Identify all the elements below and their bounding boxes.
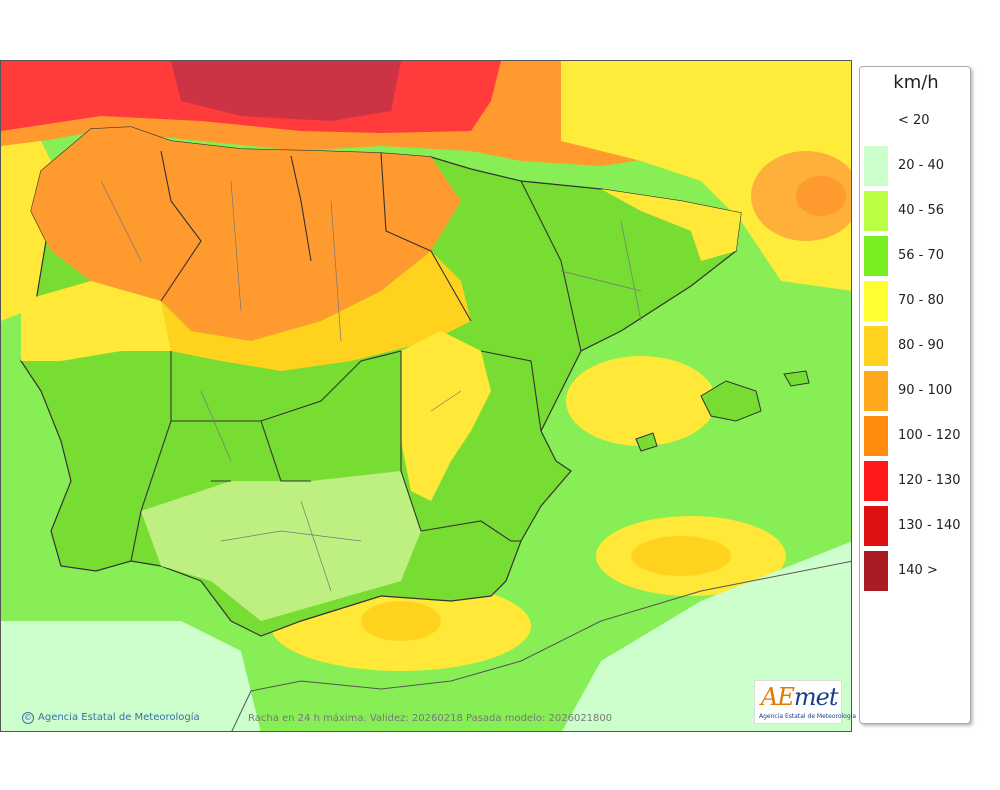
north-africa-coast — [231, 560, 851, 731]
menorca-island — [783, 370, 810, 387]
map-canvas — [1, 61, 851, 731]
legend-row: 130 - 140 — [864, 506, 970, 546]
legend-swatch — [864, 101, 888, 141]
legend-row: 90 - 100 — [864, 371, 970, 411]
legend-swatch — [864, 191, 888, 231]
legend-swatch — [864, 146, 888, 186]
credit-text: Agencia Estatal de Meteorología — [38, 712, 200, 723]
south-interior-calm — [141, 471, 421, 621]
legend-row: 100 - 120 — [864, 416, 970, 456]
aemet-logo: AEmet Agencia Estatal de Meteorología — [754, 680, 856, 724]
legend-row: < 20 — [864, 101, 970, 141]
province-boundaries — [100, 180, 642, 592]
legend-swatch — [864, 281, 888, 321]
copyright-icon: © — [22, 712, 34, 724]
catalonia-ridge — [601, 189, 741, 261]
legend: km/h < 20 20 - 40 40 - 56 56 - 70 70 - 80 80 … — [859, 66, 971, 724]
legend-label: 70 - 80 — [898, 293, 945, 308]
logo-wordmark: AEmet — [761, 683, 839, 711]
legend-row: 20 - 40 — [864, 146, 970, 186]
legend-label: 140 > — [898, 563, 938, 578]
legend-swatch — [864, 461, 888, 501]
legend-unit: km/h — [893, 72, 939, 93]
balearic-sea-zone — [566, 356, 716, 446]
legend-row: 140 > — [864, 551, 970, 591]
legend-label: 120 - 130 — [898, 473, 961, 488]
legend-label: 80 - 90 — [898, 338, 945, 353]
legend-swatch — [864, 371, 888, 411]
legend-row: 40 - 56 — [864, 191, 970, 231]
legend-swatch — [864, 326, 888, 366]
map-caption: Racha en 24 h máxima. Validez: 20260218 … — [248, 713, 613, 724]
logo-wordmark-b: met — [793, 683, 839, 711]
legend-label: 90 - 100 — [898, 383, 953, 398]
north-extreme-zone — [171, 61, 401, 121]
legend-swatch — [864, 506, 888, 546]
legend-label: 100 - 120 — [898, 428, 961, 443]
north-land-yellow-band — [161, 251, 471, 371]
legend-swatch — [864, 236, 888, 276]
alboran-core — [361, 601, 441, 641]
northwest-coast-yellow — [21, 281, 171, 361]
legend-label: 20 - 40 — [898, 158, 945, 173]
legend-label: 56 - 70 — [898, 248, 945, 263]
north-land-gust-zone — [31, 127, 461, 341]
legend-row: 120 - 130 — [864, 461, 970, 501]
logo-wordmark-a: AE — [761, 683, 795, 711]
logo-subtitle: Agencia Estatal de Meteorología — [759, 713, 856, 720]
wind-gust-map — [0, 60, 852, 732]
legend-label: 40 - 56 — [898, 203, 945, 218]
gulf-of-lion-center — [796, 176, 846, 216]
legend-label: 130 - 140 — [898, 518, 961, 533]
legend-swatch — [864, 416, 888, 456]
region-boundaries — [130, 150, 582, 562]
legend-row: 80 - 90 — [864, 326, 970, 366]
east-alboran-core — [631, 536, 731, 576]
copyright-credit: © Agencia Estatal de Meteorología — [22, 712, 200, 724]
mallorca-island — [700, 380, 762, 422]
south-calm-zone — [1, 621, 261, 731]
iberian-system-ridge — [401, 331, 491, 501]
legend-label: < 20 — [898, 113, 930, 128]
legend-row: 56 - 70 — [864, 236, 970, 276]
legend-swatch — [864, 551, 888, 591]
ibiza-island — [635, 432, 658, 452]
legend-row: 70 - 80 — [864, 281, 970, 321]
